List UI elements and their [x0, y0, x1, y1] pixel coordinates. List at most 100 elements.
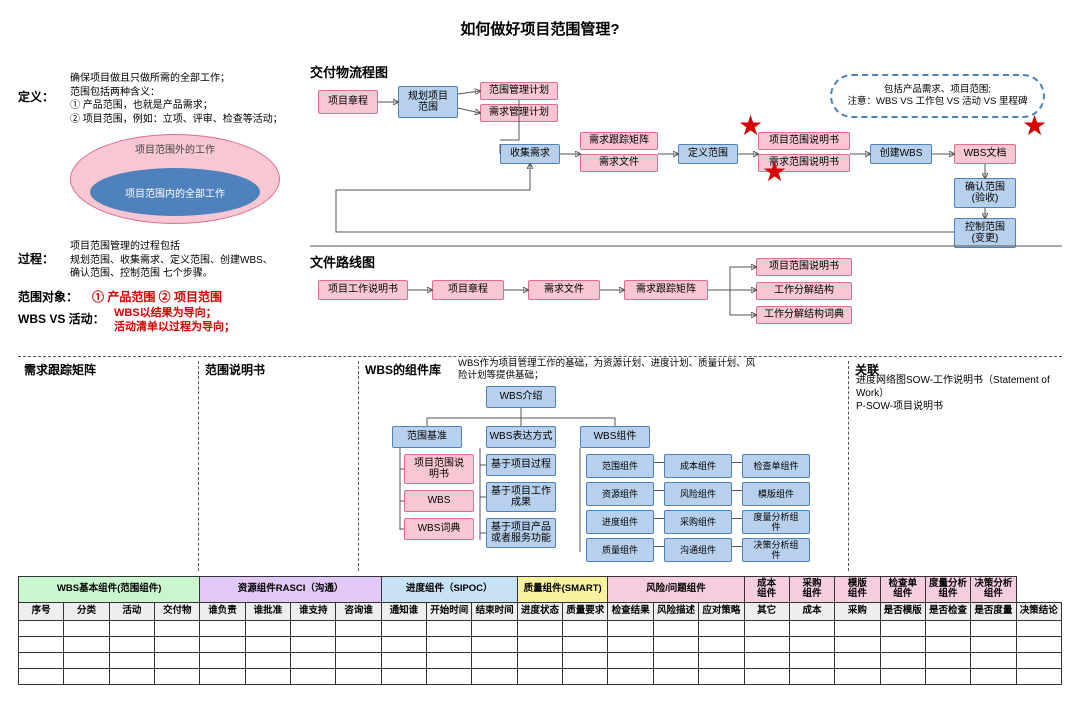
node-define-scope: 定义范围 [678, 144, 738, 164]
table-column-header: 采购 [835, 602, 880, 620]
scope-inner-ellipse: 项目范围内的全部工作 [90, 168, 260, 216]
table-cell [789, 668, 834, 684]
table-cell [336, 668, 381, 684]
table-cell [155, 620, 200, 636]
table-cell [472, 668, 517, 684]
table-group-header: 进度组件（SIPOC） [381, 577, 517, 603]
table-cell [200, 652, 245, 668]
wbs-component: 度量分析组件 [742, 510, 810, 534]
table-cell [971, 668, 1016, 684]
node-proj-scope-stmt: 项目范围说明书 [758, 132, 850, 150]
table-cell [699, 668, 744, 684]
wbs-components-table: WBS基本组件(范围组件)资源组件RASCI（沟通）进度组件（SIPOC）质量组… [18, 576, 1062, 685]
table-cell [109, 620, 154, 636]
node-rtm: 需求跟踪矩阵 [580, 132, 658, 150]
baseline-0: 项目范围说明书 [404, 454, 474, 484]
table-cell [699, 652, 744, 668]
table-column-header: 交付物 [155, 602, 200, 620]
table-cell [517, 620, 562, 636]
node-req-mgmt-plan: 需求管理计划 [480, 104, 558, 122]
table-cell [336, 620, 381, 636]
table-cell [971, 652, 1016, 668]
baseline-1: WBS [404, 490, 474, 512]
table-cell [653, 636, 698, 652]
table-cell [427, 636, 472, 652]
table-cell [653, 620, 698, 636]
wbs-vs-activity-label: WBS VS 活动： [18, 310, 105, 327]
table-cell [245, 652, 290, 668]
table-cell [472, 652, 517, 668]
wbs-component: 决策分析组件 [742, 538, 810, 562]
table-column-header: 通知谁 [381, 602, 426, 620]
table-column-header: 是否模版 [880, 602, 925, 620]
table-cell [563, 636, 608, 652]
table-cell [19, 620, 64, 636]
table-column-header: 应对策略 [699, 602, 744, 620]
node-create-wbs: 创建WBS [870, 144, 932, 164]
table-group-header: 度量分析组件 [925, 577, 970, 603]
table-cell [608, 620, 653, 636]
table-cell [381, 620, 426, 636]
section-document-roadmap: 文件路线图 [310, 252, 375, 271]
table-cell [653, 652, 698, 668]
table-cell [200, 668, 245, 684]
table-cell [608, 636, 653, 652]
process-text: 项目范围管理的过程包括规划范围、收集需求、定义范围、创建WBS、确认范围、控制范… [70, 240, 290, 281]
node-wbs-doc: WBS文档 [954, 144, 1016, 164]
table-cell [472, 636, 517, 652]
node-collect-req: 收集需求 [500, 144, 560, 164]
table-cell [608, 668, 653, 684]
doc-sow: 项目工作说明书 [318, 280, 408, 300]
express-1: 基于项目工作成果 [486, 482, 556, 512]
table-column-header: 成本 [789, 602, 834, 620]
wbs-component: 沟通组件 [664, 538, 732, 562]
table-group-header: 模版组件 [835, 577, 880, 603]
table-group-header: 决策分析组件 [971, 577, 1016, 603]
doc-wbs-dict: 工作分解结构词典 [756, 306, 852, 324]
table-cell [381, 636, 426, 652]
wbs-component: 检查单组件 [742, 454, 810, 478]
express-2: 基于项目产品或者服务功能 [486, 518, 556, 548]
table-cell [427, 668, 472, 684]
wbs-l1-components: WBS组件 [580, 426, 650, 448]
node-plan-scope: 规划项目范围 [398, 86, 458, 118]
table-cell [64, 668, 109, 684]
table-group-header: 成本组件 [744, 577, 789, 603]
table-cell [200, 620, 245, 636]
table-cell [789, 620, 834, 636]
table-cell [1016, 652, 1061, 668]
table-cell [563, 652, 608, 668]
table-cell [699, 636, 744, 652]
table-cell [563, 620, 608, 636]
table-cell [1016, 620, 1061, 636]
node-req-doc: 需求文件 [580, 154, 658, 172]
express-0: 基于项目过程 [486, 454, 556, 476]
table-column-header: 质量要求 [563, 602, 608, 620]
wbs-component: 风险组件 [664, 482, 732, 506]
table-cell [64, 620, 109, 636]
doc-reqdoc: 需求文件 [528, 280, 600, 300]
wbs-component: 资源组件 [586, 482, 654, 506]
doc-wbs: 工作分解结构 [756, 282, 852, 300]
wbs-vs-activity-value: WBS以结果为导向；活动清单以过程为导向； [114, 306, 235, 335]
table-cell [245, 636, 290, 652]
wbs-l1-express: WBS表达方式 [486, 426, 556, 448]
table-cell [880, 620, 925, 636]
related-text: 进度网络图SOW-工作说明书（Statement of Work）P-SOW-项… [856, 374, 1076, 413]
process-label: 过程： [18, 250, 54, 267]
table-cell [336, 636, 381, 652]
table-cell [563, 668, 608, 684]
table-cell [835, 668, 880, 684]
table-cell [291, 620, 336, 636]
scope-target-value: ① 产品范围 ② 项目范围 [92, 288, 222, 305]
table-cell [925, 652, 970, 668]
table-column-header: 是否度量 [971, 602, 1016, 620]
table-cell [245, 668, 290, 684]
star-icon: ★ [738, 112, 763, 140]
table-cell [789, 636, 834, 652]
wbs-component: 模版组件 [742, 482, 810, 506]
table-cell [427, 652, 472, 668]
table-column-header: 结束时间 [472, 602, 517, 620]
table-cell [517, 668, 562, 684]
table-column-header: 风险描述 [653, 602, 698, 620]
